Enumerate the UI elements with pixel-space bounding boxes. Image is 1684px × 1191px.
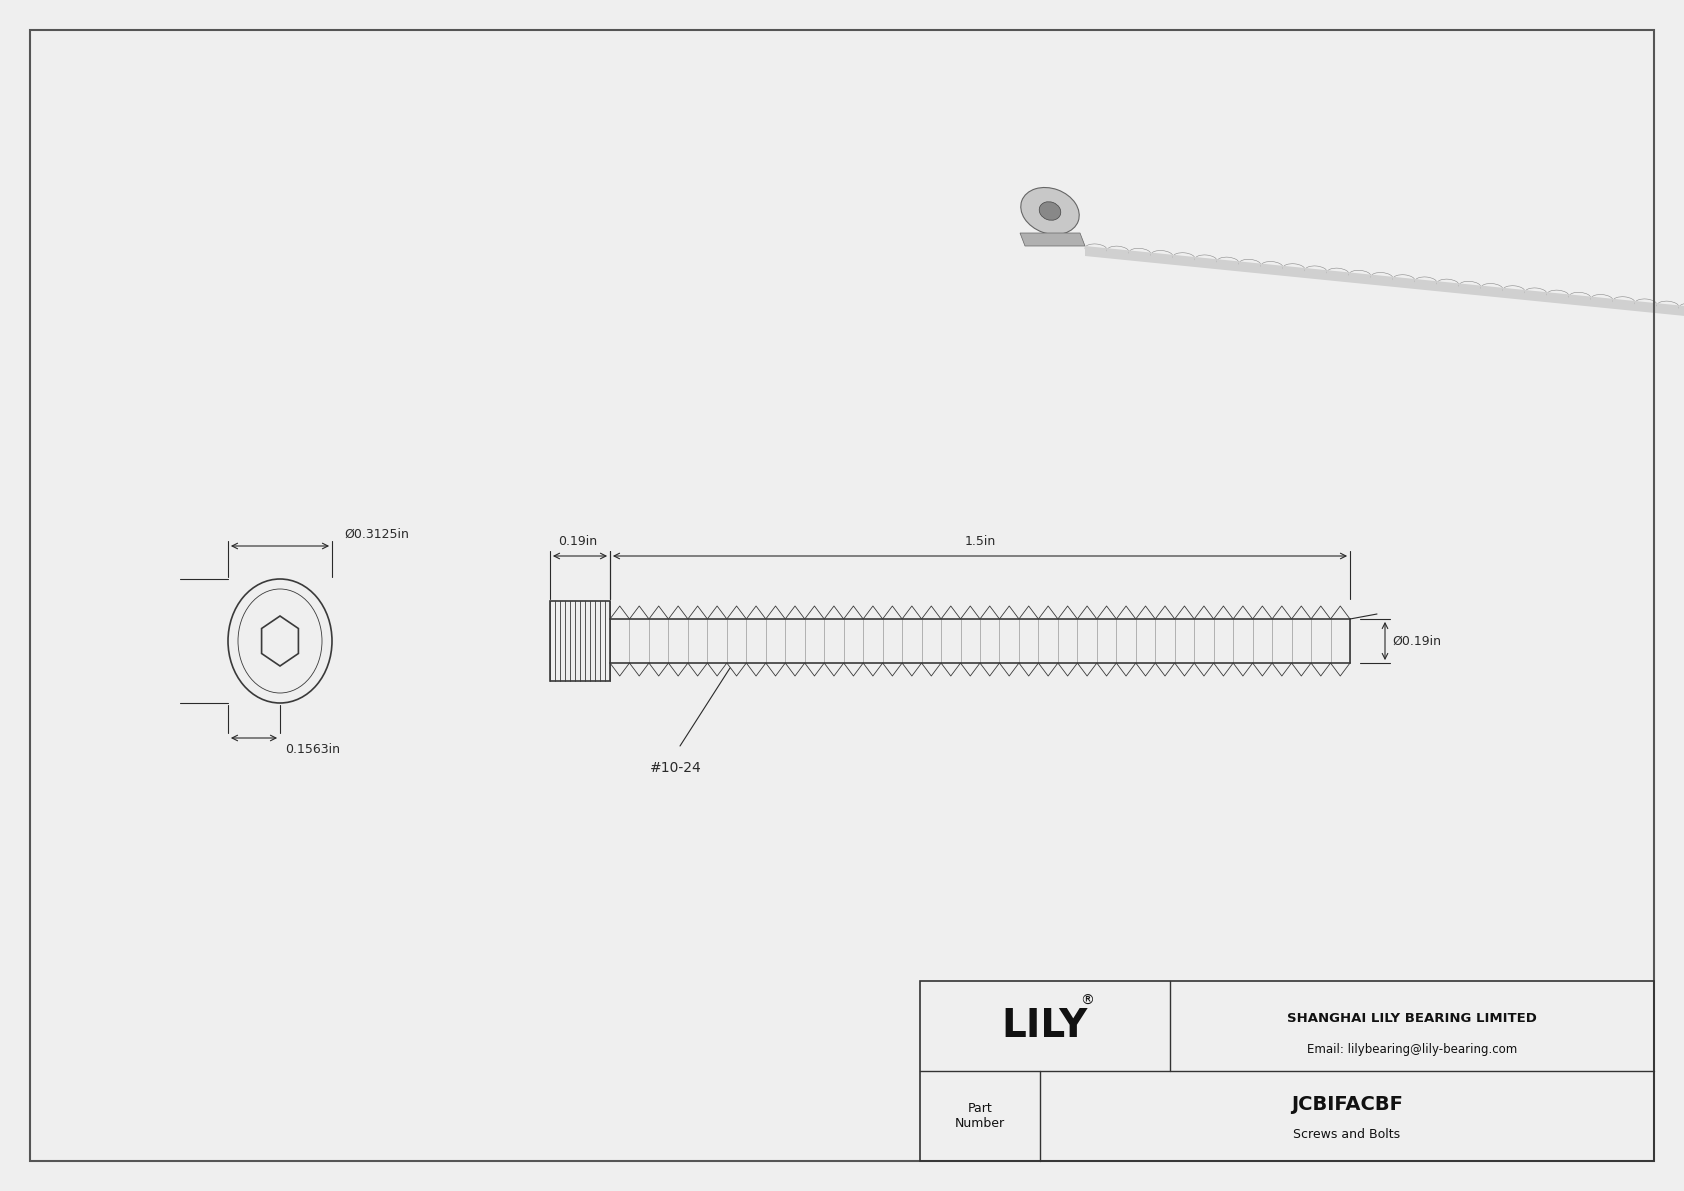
Polygon shape	[1218, 260, 1239, 272]
Ellipse shape	[1021, 187, 1079, 235]
Polygon shape	[1106, 248, 1128, 261]
Text: SHANGHAI LILY BEARING LIMITED: SHANGHAI LILY BEARING LIMITED	[1287, 1012, 1537, 1025]
Polygon shape	[1393, 276, 1415, 289]
Polygon shape	[1261, 263, 1283, 276]
Polygon shape	[1591, 297, 1613, 308]
Text: Ø0.3125in: Ø0.3125in	[344, 528, 409, 541]
Text: ®: ®	[1079, 994, 1095, 1008]
Text: Email: lilybearing@lily-bearing.com: Email: lilybearing@lily-bearing.com	[1307, 1042, 1517, 1055]
Ellipse shape	[1039, 201, 1061, 220]
Polygon shape	[1283, 266, 1305, 278]
Text: Screws and Bolts: Screws and Bolts	[1293, 1128, 1401, 1141]
Polygon shape	[1021, 233, 1084, 247]
Polygon shape	[1415, 279, 1436, 292]
Text: 0.1563in: 0.1563in	[285, 743, 340, 756]
Polygon shape	[1657, 304, 1679, 316]
Text: LILY: LILY	[1002, 1008, 1088, 1045]
Polygon shape	[1174, 255, 1196, 267]
Polygon shape	[1569, 294, 1591, 306]
Polygon shape	[1504, 288, 1526, 300]
Polygon shape	[1305, 268, 1327, 280]
Polygon shape	[1349, 273, 1371, 285]
Polygon shape	[1458, 283, 1480, 295]
Polygon shape	[1635, 301, 1657, 313]
Text: 1.5in: 1.5in	[965, 535, 995, 548]
Polygon shape	[1239, 261, 1261, 274]
Polygon shape	[1371, 275, 1393, 287]
Polygon shape	[1196, 257, 1218, 269]
Polygon shape	[1128, 250, 1150, 262]
Text: Ø0.19in: Ø0.19in	[1393, 635, 1442, 648]
Polygon shape	[1436, 281, 1458, 293]
Polygon shape	[1548, 292, 1569, 305]
Text: JCBIFACBF: JCBIFACBF	[1292, 1095, 1403, 1114]
Polygon shape	[1613, 299, 1635, 311]
Text: #10-24: #10-24	[650, 761, 702, 775]
Polygon shape	[1526, 289, 1548, 303]
Polygon shape	[1679, 305, 1684, 318]
Polygon shape	[1084, 247, 1106, 258]
Polygon shape	[1327, 270, 1349, 282]
Text: 0.19in: 0.19in	[559, 535, 598, 548]
Polygon shape	[1480, 286, 1504, 298]
Polygon shape	[1150, 252, 1174, 264]
Text: Part
Number: Part Number	[955, 1102, 1005, 1130]
